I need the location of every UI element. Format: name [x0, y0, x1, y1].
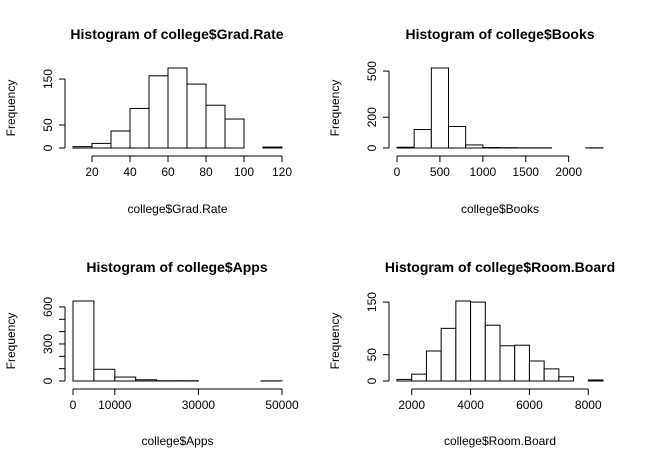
histogram-bar: [431, 68, 448, 148]
x-tick-label: 50000: [265, 398, 299, 412]
x-tick-label: 120: [272, 165, 292, 179]
x-tick-label: 8000: [575, 398, 602, 412]
y-tick-label: 600: [41, 297, 55, 317]
histogram-bar: [441, 328, 456, 381]
histogram-bar: [149, 76, 168, 148]
histogram-bar: [559, 377, 574, 381]
chart-title: Histogram of college$Apps: [86, 259, 267, 275]
y-tick-label: 0: [41, 377, 55, 384]
x-tick-label: 10000: [98, 398, 132, 412]
y-axis-label: Frequency: [4, 313, 18, 370]
histogram-bar: [412, 374, 427, 381]
y-tick-label: 300: [41, 334, 55, 354]
chart-title: Histogram of college$Room.Board: [385, 259, 615, 275]
y-tick-label: 150: [41, 69, 55, 89]
y-axis-label: Frequency: [328, 80, 342, 137]
histogram-bar: [187, 84, 206, 148]
x-tick-label: 100: [234, 165, 254, 179]
x-tick-label: 0: [394, 165, 401, 179]
x-tick-label: 2000: [555, 165, 582, 179]
histogram-bar: [529, 361, 544, 381]
chart-title: Histogram of college$Grad.Rate: [70, 26, 283, 42]
histogram-bar: [500, 346, 515, 381]
histogram-bar: [73, 301, 94, 381]
histogram-bar: [471, 302, 486, 381]
histogram-bar: [225, 119, 244, 148]
x-tick-label: 4000: [457, 398, 484, 412]
x-tick-label: 1500: [512, 165, 539, 179]
x-tick-label: 40: [123, 165, 137, 179]
histogram-bar: [263, 147, 282, 148]
y-tick-label: 0: [365, 377, 379, 384]
chart-title: Histogram of college$Books: [405, 26, 594, 42]
histogram-bar: [515, 345, 530, 381]
histogram-panel-2: Histogram of college$Books 0 500 1000 1500 20…: [328, 26, 603, 216]
histogram-bar: [94, 369, 115, 381]
x-axis-label: college$Apps: [141, 434, 213, 448]
x-tick-label: 80: [199, 165, 213, 179]
histogram-bar: [588, 380, 603, 381]
y-axis-label: Frequency: [4, 80, 18, 137]
x-tick-label: 500: [430, 165, 450, 179]
y-tick-label: 200: [365, 107, 379, 127]
histogram-bar: [466, 145, 483, 148]
x-tick-label: 0: [70, 398, 77, 412]
x-axis-label: college$Books: [461, 202, 539, 216]
histogram-bar: [130, 108, 149, 148]
x-tick-label: 2000: [398, 398, 425, 412]
histogram-bar: [136, 380, 157, 381]
y-tick-label: 500: [365, 61, 379, 81]
x-tick-label: 1000: [469, 165, 496, 179]
histogram-bar: [206, 105, 225, 148]
histogram-panel-1: Histogram of college$Grad.Rate 20 40 60 80 10…: [4, 26, 292, 216]
y-tick-label: 0: [41, 144, 55, 151]
histogram-bar: [449, 126, 466, 148]
y-tick-label: 0: [365, 144, 379, 151]
y-tick-label: 50: [365, 348, 379, 362]
histogram-bar: [168, 68, 187, 148]
x-axis-label: college$Grad.Rate: [127, 202, 227, 216]
x-tick-label: 60: [161, 165, 175, 179]
histogram-bar: [92, 143, 111, 148]
x-axis-label: college$Room.Board: [444, 434, 556, 448]
histogram-bar: [414, 130, 431, 148]
x-tick-label: 20: [85, 165, 99, 179]
histogram-bar: [485, 325, 500, 381]
y-tick-label: 50: [41, 118, 55, 132]
histogram-panel-3: Histogram of college$Apps 0 10000 30000 5000…: [4, 259, 299, 448]
histogram-bar: [426, 351, 441, 381]
histogram-bar: [111, 131, 130, 148]
y-axis-label: Frequency: [328, 313, 342, 370]
histogram-bar: [456, 301, 471, 381]
histogram-panel-4: Histogram of college$Room.Board 2000 4000 6…: [328, 259, 615, 448]
histogram-bar: [397, 147, 414, 148]
histogram-bar: [115, 377, 136, 381]
histogram-bar: [73, 147, 92, 148]
x-tick-label: 6000: [516, 398, 543, 412]
histogram-bar: [544, 369, 559, 381]
histogram-bar: [397, 379, 412, 381]
y-tick-label: 150: [365, 292, 379, 312]
x-tick-label: 30000: [182, 398, 216, 412]
